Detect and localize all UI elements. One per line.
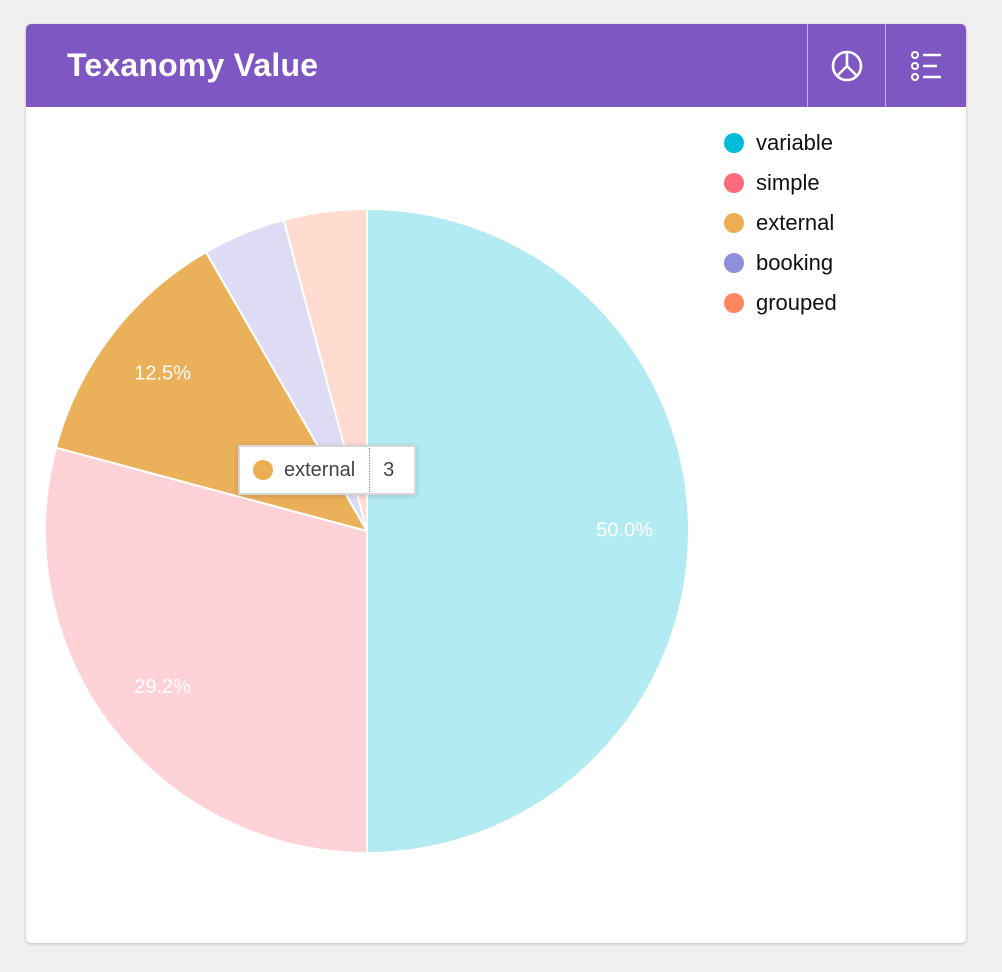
legend-color-dot [724, 133, 744, 153]
chart-tooltip: external 3 [238, 445, 416, 495]
legend-item-variable[interactable]: variable [724, 123, 837, 163]
legend-color-dot [724, 253, 744, 273]
legend-label: simple [756, 170, 820, 195]
tooltip-color-dot [253, 460, 273, 480]
legend-toggle-button[interactable] [885, 24, 966, 107]
slice-label-simple: 29.2% [134, 676, 191, 698]
legend-item-grouped[interactable]: grouped [724, 283, 837, 323]
legend-color-dot [724, 293, 744, 313]
chart-card: Texanomy Value 50.0% 29.2% 12.5% variable s… [26, 24, 966, 943]
tooltip-value: 3 [383, 458, 395, 481]
legend-item-simple[interactable]: simple [724, 163, 837, 203]
legend-color-dot [724, 213, 744, 233]
card-title: Texanomy Value [67, 47, 319, 83]
chart-type-button[interactable] [807, 24, 886, 107]
slice-label-external: 12.5% [134, 362, 191, 384]
pie-slice-variable[interactable] [366, 207, 690, 855]
slice-label-variable: 50.0% [596, 519, 653, 541]
pie-chart-icon [831, 50, 863, 81]
tooltip-label: external [284, 458, 356, 481]
legend-label: external [756, 210, 835, 235]
legend-label: booking [756, 250, 834, 275]
pie-slice-simple[interactable] [44, 446, 368, 855]
legend-label: grouped [756, 290, 837, 315]
tooltip-separator [369, 448, 371, 492]
legend-label: variable [756, 130, 834, 155]
legend-item-external[interactable]: external [724, 203, 837, 243]
chart-legend: variable simple external booking grouped [724, 123, 837, 323]
legend-item-booking[interactable]: booking [724, 243, 837, 283]
card-header: Texanomy Value [26, 24, 966, 107]
list-icon [910, 50, 941, 81]
legend-color-dot [724, 173, 744, 193]
